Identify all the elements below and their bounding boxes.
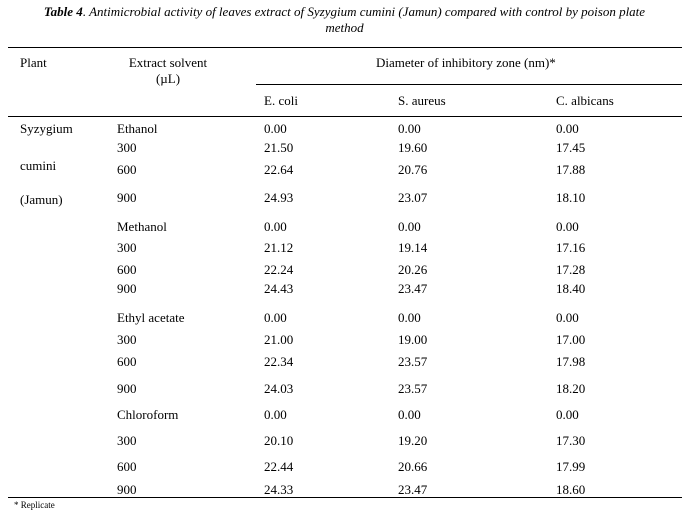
cell-ecoli: 24.33: [264, 482, 294, 497]
caption-text-line2: method: [325, 20, 364, 35]
header-calbicans: C. albicans: [556, 93, 614, 108]
cell-saureus: 23.47: [398, 281, 428, 296]
header-ecoli: E. coli: [264, 93, 298, 108]
cell-ecoli: 22.44: [264, 459, 294, 474]
cell-saureus: 23.57: [398, 354, 428, 369]
header-diameter: Diameter of inhibitory zone (nm)*: [376, 55, 556, 70]
cell-ecoli: 21.50: [264, 140, 294, 155]
cell-saureus: 19.14: [398, 240, 428, 255]
cell-saureus: 19.60: [398, 140, 428, 155]
table-top-rule: [8, 47, 682, 48]
cell-calbicans: 18.60: [556, 482, 586, 497]
cell-calbicans: 17.16: [556, 240, 586, 255]
cell-calbicans: 17.00: [556, 332, 586, 347]
header-solvent-line1: Extract solvent: [128, 55, 208, 70]
cell-calbicans: 0.00: [556, 121, 579, 136]
cell-calbicans: 17.98: [556, 354, 586, 369]
cell-saureus: 19.00: [398, 332, 428, 347]
cell-ecoli: 21.12: [264, 240, 294, 255]
cell-solvent: 600: [117, 262, 137, 277]
cell-solvent: 900: [117, 281, 137, 296]
table-label: Table 4: [43, 4, 83, 19]
cell-calbicans: 18.40: [556, 281, 586, 296]
plant-name-line: Syzygium: [20, 121, 73, 136]
cell-solvent: 900: [117, 482, 137, 497]
header-solvent-line2: (µL): [155, 71, 181, 86]
cell-ecoli: 22.24: [264, 262, 294, 277]
cell-calbicans: 17.99: [556, 459, 586, 474]
cell-solvent: 300: [117, 240, 137, 255]
cell-calbicans: 17.45: [556, 140, 586, 155]
cell-solvent: 600: [117, 459, 137, 474]
cell-ecoli: 21.00: [264, 332, 294, 347]
plant-name-line: cumini: [20, 158, 57, 173]
table-caption: Table 4. Antimicrobial activity of leave…: [0, 4, 689, 36]
cell-solvent: 600: [117, 354, 137, 369]
cell-ecoli: 24.43: [264, 281, 294, 296]
cell-saureus: 0.00: [398, 219, 421, 234]
cell-saureus: 0.00: [398, 121, 421, 136]
subheader-rule: [256, 84, 682, 85]
plant-name-line: (Jamun): [20, 192, 63, 207]
cell-saureus: 19.20: [398, 433, 428, 448]
cell-ecoli: 0.00: [264, 121, 287, 136]
cell-ecoli: 22.34: [264, 354, 294, 369]
header-extract-solvent: Extract solvent (µL): [108, 55, 228, 87]
cell-ecoli: 20.10: [264, 433, 294, 448]
header-saureus: S. aureus: [398, 93, 446, 108]
cell-solvent: Chloroform: [117, 407, 179, 422]
cell-calbicans: 0.00: [556, 407, 579, 422]
cell-ecoli: 0.00: [264, 407, 287, 422]
cell-solvent: Methanol: [117, 219, 167, 234]
cell-saureus: 0.00: [398, 310, 421, 325]
cell-ecoli: 0.00: [264, 219, 287, 234]
cell-calbicans: 17.88: [556, 162, 586, 177]
cell-solvent: 900: [117, 381, 137, 396]
header-plant: Plant: [20, 55, 47, 70]
cell-ecoli: 24.03: [264, 381, 294, 396]
cell-solvent: 900: [117, 190, 137, 205]
cell-saureus: 20.26: [398, 262, 428, 277]
cell-saureus: 0.00: [398, 407, 421, 422]
caption-text: . Antimicrobial activity of leaves extra…: [82, 4, 646, 19]
cell-saureus: 23.57: [398, 381, 428, 396]
table-bottom-rule: [8, 497, 682, 498]
cell-saureus: 23.07: [398, 190, 428, 205]
cell-calbicans: 17.30: [556, 433, 586, 448]
cell-ecoli: 0.00: [264, 310, 287, 325]
cell-saureus: 20.76: [398, 162, 428, 177]
cell-solvent: 300: [117, 433, 137, 448]
cell-saureus: 20.66: [398, 459, 428, 474]
cell-calbicans: 17.28: [556, 262, 586, 277]
cell-ecoli: 22.64: [264, 162, 294, 177]
cell-calbicans: 0.00: [556, 219, 579, 234]
cell-calbicans: 18.20: [556, 381, 586, 396]
cell-solvent: Ethanol: [117, 121, 158, 136]
cell-calbicans: 18.10: [556, 190, 586, 205]
header-bottom-rule: [8, 116, 682, 117]
cell-ecoli: 24.93: [264, 190, 294, 205]
cell-solvent: Ethyl acetate: [117, 310, 185, 325]
cell-solvent: 300: [117, 332, 137, 347]
cell-calbicans: 0.00: [556, 310, 579, 325]
footnote: * Replicate: [14, 500, 55, 510]
cell-solvent: 300: [117, 140, 137, 155]
cell-solvent: 600: [117, 162, 137, 177]
cell-saureus: 23.47: [398, 482, 428, 497]
